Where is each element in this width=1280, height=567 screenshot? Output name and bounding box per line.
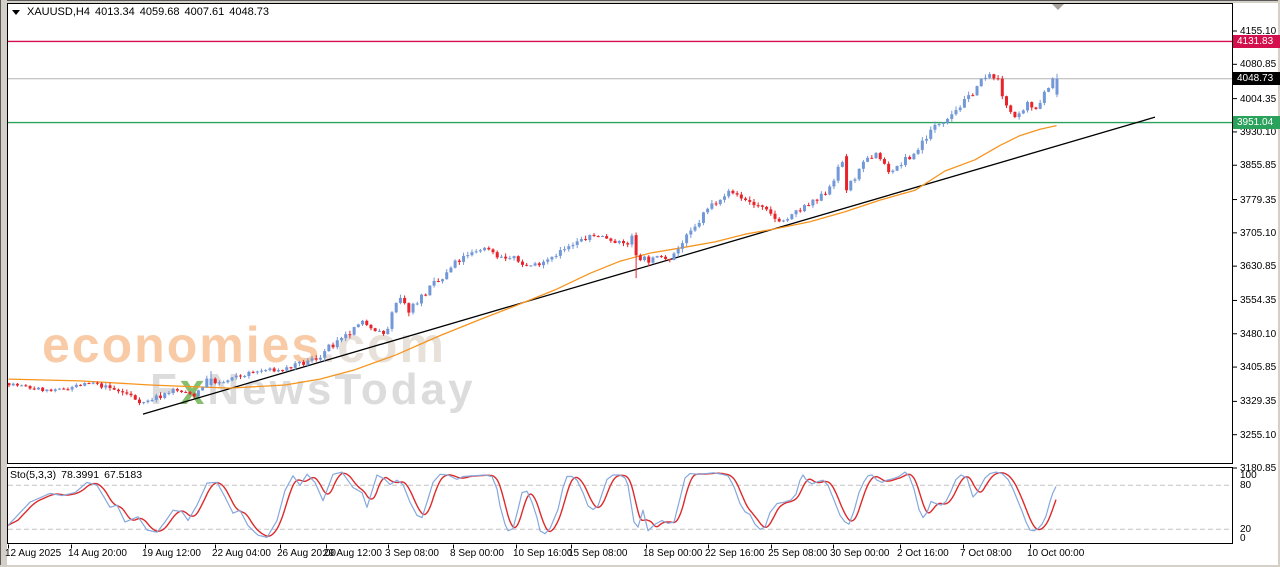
window-frame-right: [1278, 0, 1280, 567]
price-tick-label: 3930.10: [1240, 126, 1277, 138]
stochastic-main-line[interactable]: [8, 471, 1057, 539]
time-tick-label: 18 Sep 00:00: [643, 548, 703, 559]
candles: [8, 72, 1059, 406]
price-tick-label: 3480.10: [1240, 328, 1277, 340]
time-tick-label: 19 Aug 12:00: [142, 548, 201, 559]
current-price-badge: 4048.73: [1233, 72, 1280, 86]
price-tick-label: 3630.85: [1240, 261, 1277, 273]
time-tick-label: 10 Sep 16:00: [513, 548, 573, 559]
main-chart-layer: [8, 40, 1232, 415]
time-tick-label: 14 Aug 20:00: [68, 548, 127, 559]
ohlc-open: 4013.34: [94, 6, 135, 18]
support-price-badge: 3951.04: [1233, 116, 1280, 130]
stochastic-signal-line[interactable]: [8, 472, 1057, 537]
price-tick-label: 4080.85: [1240, 59, 1277, 71]
chart-scroll-marker-icon[interactable]: [1052, 4, 1064, 10]
ohlc-close: 4048.73: [229, 6, 270, 18]
price-tick-label: 3329.35: [1240, 396, 1277, 408]
stochastic-tick-label: 0: [1240, 533, 1246, 544]
time-tick-label: 22 Sep 16:00: [705, 548, 765, 559]
stochastic-name: Sto(5,3,3): [10, 469, 57, 481]
stochastic-title: Sto(5,3,3) 78.3991 67.5183: [10, 469, 147, 481]
ohlc-high: 4059.68: [139, 6, 180, 18]
price-tick-label: 4155.10: [1240, 26, 1277, 37]
time-tick-label: 10 Oct 00:00: [1027, 548, 1085, 559]
time-tick-label: 8 Sep 00:00: [450, 548, 504, 559]
price-tick-label: 3180.85: [1240, 463, 1277, 474]
time-tick-label: 22 Aug 04:00: [212, 548, 271, 559]
symbol-dropdown-icon[interactable]: [12, 9, 20, 15]
time-tick-label: 15 Sep 08:00: [568, 548, 628, 559]
price-tick-label: 3255.10: [1240, 429, 1277, 441]
time-tick-label: 25 Sep 08:00: [768, 548, 828, 559]
svg-text:FxNewsToday: FxNewsToday: [150, 365, 476, 414]
stochastic-d-value: 67.5183: [104, 469, 143, 481]
window-frame-top: [0, 0, 1280, 3]
stochastic-tick-label: 100: [1240, 470, 1257, 481]
time-tick-label: 2 Oct 16:00: [897, 548, 949, 559]
stochastic-tick-label: 20: [1240, 524, 1252, 535]
axis-ticks: [8, 30, 1237, 549]
stochastic-k-value: 78.3991: [61, 469, 100, 481]
stochastic-tick-label: 80: [1240, 480, 1252, 491]
window-frame-left: [0, 0, 7, 567]
time-tick-label: 30 Sep 00:00: [830, 548, 890, 559]
time-tick-label: 29 Aug 12:00: [323, 548, 382, 559]
price-tick-label: 3855.85: [1240, 160, 1277, 172]
svg-text:economies.com: economies.com: [42, 317, 446, 373]
price-tick-label: 4004.35: [1240, 93, 1277, 105]
symbol-period-label: XAUUSD,H4: [27, 6, 90, 18]
time-tick-label: 26 Aug 20:00: [277, 548, 336, 559]
time-tick-label: 3 Sep 08:00: [385, 548, 439, 559]
price-tick-label: 3705.10: [1240, 227, 1277, 239]
stochastic-layer: [8, 471, 1232, 539]
price-tick-label: 3779.35: [1240, 194, 1277, 206]
stochastic-pane-border: [7, 467, 1233, 544]
price-tick-label: 3405.85: [1240, 362, 1277, 374]
ohlc-low: 4007.61: [184, 6, 225, 18]
resistance-price-badge: 4131.83: [1233, 34, 1280, 48]
time-tick-label: 12 Aug 2025: [5, 548, 62, 559]
chart-title: XAUUSD,H4 4013.34 4059.68 4007.61 4048.73: [12, 6, 269, 18]
price-tick-label: 3554.35: [1240, 295, 1277, 307]
moving-average-line[interactable]: [8, 125, 1057, 389]
time-tick-label: 7 Oct 08:00: [960, 548, 1012, 559]
window-frame-bottom: [0, 565, 1280, 567]
